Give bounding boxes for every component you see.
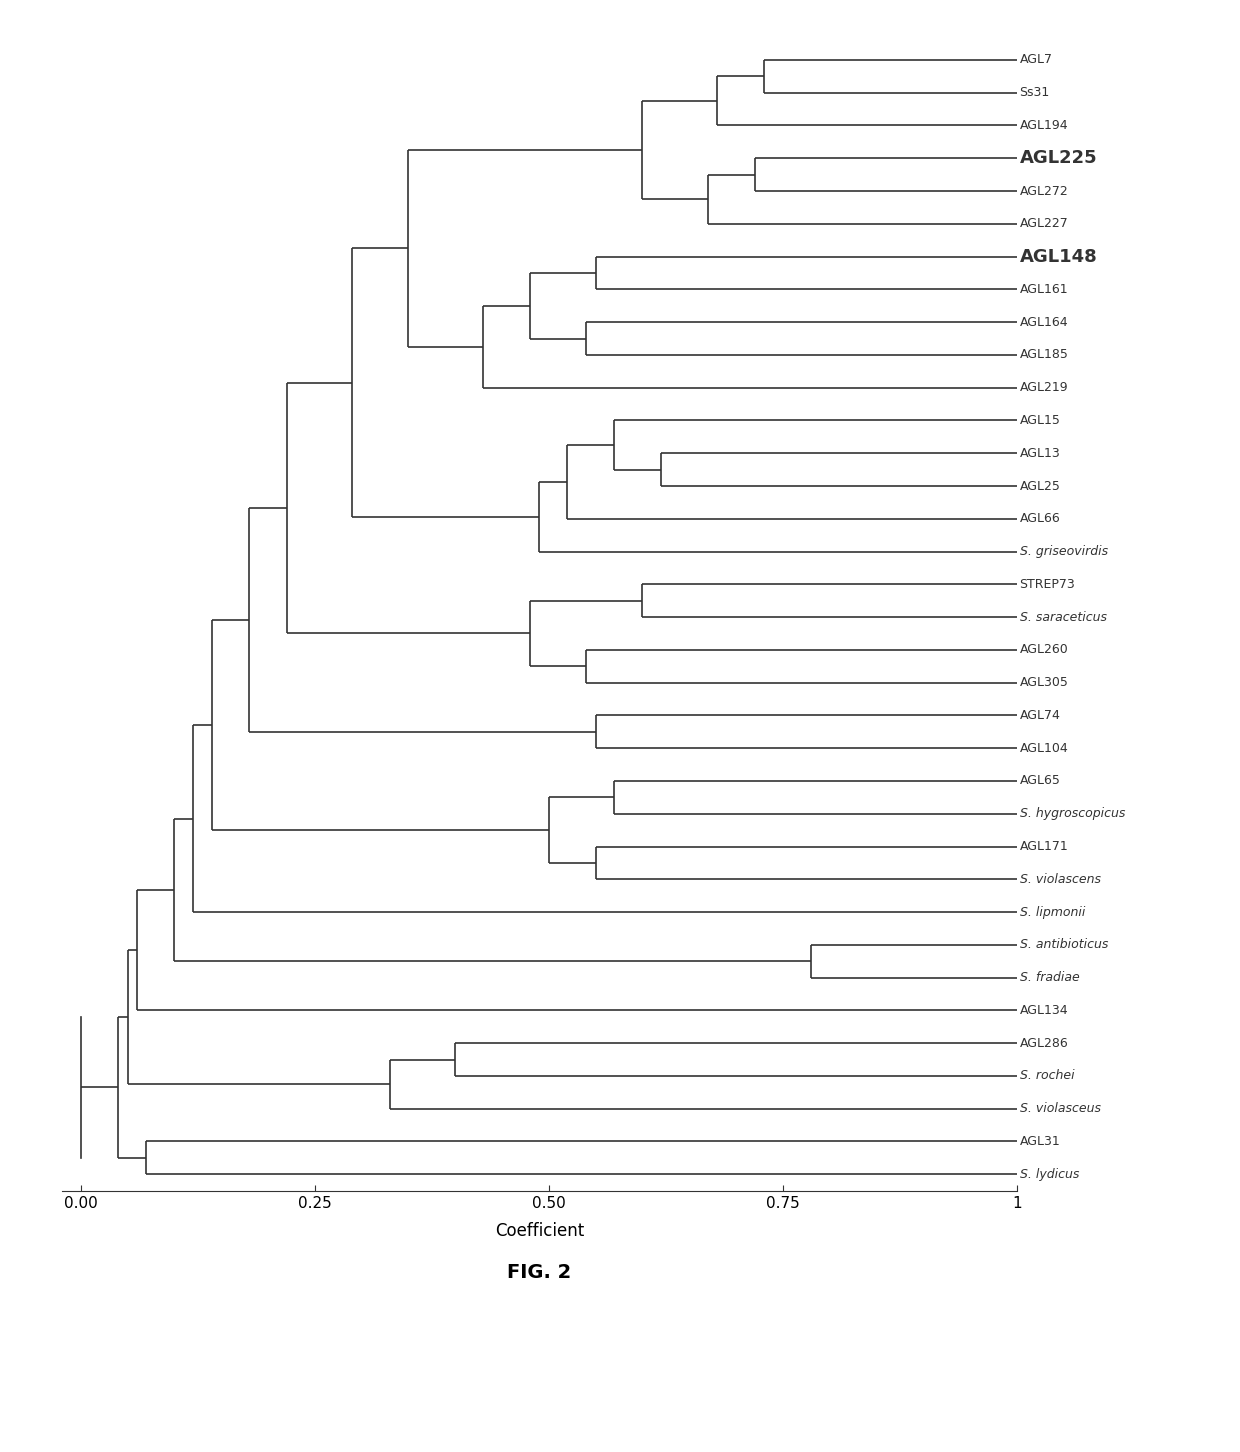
Text: AGL25: AGL25	[1019, 479, 1060, 492]
Text: S. violascens: S. violascens	[1019, 873, 1101, 886]
Text: AGL66: AGL66	[1019, 513, 1060, 526]
Text: AGL13: AGL13	[1019, 447, 1060, 460]
Text: AGL74: AGL74	[1019, 709, 1060, 722]
Text: S. griseovirdis: S. griseovirdis	[1019, 544, 1107, 558]
Text: AGL225: AGL225	[1019, 150, 1097, 167]
Title: FIG. 2: FIG. 2	[507, 1263, 572, 1282]
Text: AGL7: AGL7	[1019, 54, 1053, 67]
Text: AGL219: AGL219	[1019, 382, 1068, 393]
Text: S. saraceticus: S. saraceticus	[1019, 611, 1106, 623]
Text: S. fradiae: S. fradiae	[1019, 971, 1079, 984]
Text: AGL161: AGL161	[1019, 283, 1068, 296]
Text: STREP73: STREP73	[1019, 578, 1075, 591]
Text: AGL148: AGL148	[1019, 248, 1097, 266]
Text: AGL194: AGL194	[1019, 119, 1068, 132]
Text: AGL305: AGL305	[1019, 677, 1069, 690]
Text: AGL65: AGL65	[1019, 774, 1060, 787]
Text: AGL134: AGL134	[1019, 1003, 1068, 1016]
Text: S. hygroscopicus: S. hygroscopicus	[1019, 807, 1125, 820]
Text: S. violasceus: S. violasceus	[1019, 1102, 1101, 1115]
Text: AGL171: AGL171	[1019, 841, 1069, 852]
Text: AGL15: AGL15	[1019, 414, 1060, 427]
Text: AGL31: AGL31	[1019, 1135, 1060, 1149]
Text: AGL272: AGL272	[1019, 184, 1069, 197]
Text: AGL185: AGL185	[1019, 348, 1069, 362]
Text: AGL286: AGL286	[1019, 1037, 1069, 1050]
Text: AGL164: AGL164	[1019, 315, 1068, 328]
Text: Ss31: Ss31	[1019, 86, 1050, 99]
Text: AGL104: AGL104	[1019, 742, 1069, 755]
Text: S. lipmonii: S. lipmonii	[1019, 906, 1085, 919]
Text: S. rochei: S. rochei	[1019, 1070, 1074, 1082]
Text: S. lydicus: S. lydicus	[1019, 1167, 1079, 1180]
X-axis label: Coefficient: Coefficient	[495, 1221, 584, 1240]
Text: AGL260: AGL260	[1019, 643, 1069, 656]
Text: S. antibioticus: S. antibioticus	[1019, 938, 1109, 951]
Text: AGL227: AGL227	[1019, 218, 1069, 231]
